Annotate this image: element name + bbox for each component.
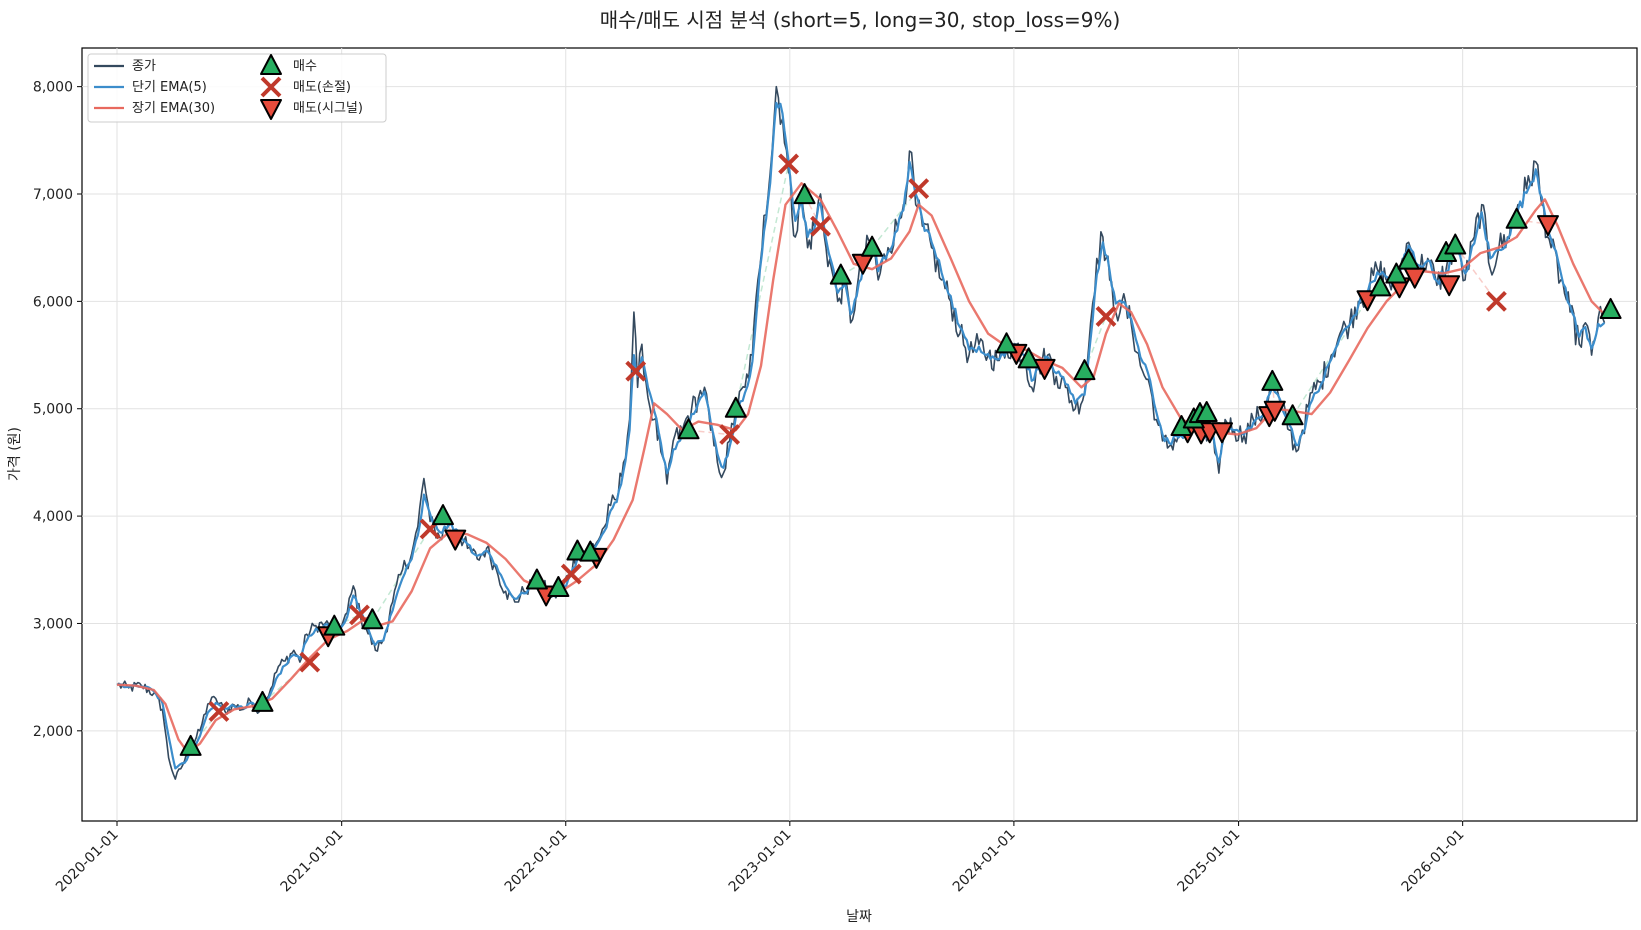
buy-marker xyxy=(1281,404,1304,426)
legend-swatch-stop-loss xyxy=(260,76,282,98)
y-tick-label: 2,000 xyxy=(33,724,73,740)
buy-marker xyxy=(677,418,700,440)
buy-marker xyxy=(1444,233,1467,255)
y-tick-label: 8,000 xyxy=(33,80,73,96)
buy-marker xyxy=(793,183,816,205)
legend-label: 매수 xyxy=(293,59,317,74)
legend-box xyxy=(87,53,387,123)
buy-marker xyxy=(1385,262,1408,284)
buy-marker xyxy=(861,235,884,257)
signal-sell-marker xyxy=(444,529,467,551)
grid-lines xyxy=(82,48,1637,821)
stop-loss-marker xyxy=(719,424,741,445)
stop-loss-marker xyxy=(625,360,647,382)
signal-sell-marker xyxy=(1033,358,1056,380)
y-tick-label: 6,000 xyxy=(33,294,73,310)
buy-marker xyxy=(1369,275,1392,297)
buy-marker xyxy=(995,332,1018,354)
buy-marker xyxy=(1397,248,1420,270)
trade-connector xyxy=(1454,245,1498,302)
buy-marker xyxy=(547,576,570,598)
legend-label: 단기 EMA(5) xyxy=(132,80,207,95)
legend-label: 매도(손절) xyxy=(293,80,351,95)
x-tick-label: 2025-01-01 xyxy=(1175,827,1244,896)
buy-marker xyxy=(829,263,852,285)
x-axis: 2020-01-01 2021-01-01 2022-01-01 2023-01-01… xyxy=(53,821,1468,896)
buy-marker xyxy=(1073,359,1096,381)
y-tick-label: 3,000 xyxy=(33,616,73,632)
x-tick-label: 2021-01-01 xyxy=(278,827,347,896)
signal-sell-marker xyxy=(1263,400,1286,422)
x-tick-label: 2024-01-01 xyxy=(950,827,1019,896)
series-lines xyxy=(116,85,1606,780)
buy-marker xyxy=(579,540,602,562)
buy-marker xyxy=(1261,369,1284,391)
plot-frame xyxy=(81,47,1638,822)
stop-loss-marker xyxy=(560,563,582,585)
legend-swatch-buy xyxy=(260,54,282,75)
buy-marker xyxy=(525,568,548,590)
chart-title: 매수/매도 시점 분석 (short=5, long=30, stop_loss… xyxy=(600,8,1121,32)
buy-marker xyxy=(323,614,346,636)
buy-marker xyxy=(724,396,747,418)
x-tick-label: 2023-01-01 xyxy=(726,827,795,896)
signal-sell-marker xyxy=(1536,215,1559,237)
stop-loss-marker xyxy=(810,215,831,237)
legend-label: 종가 xyxy=(132,59,156,74)
trade-markers xyxy=(179,153,1622,756)
trade-connector xyxy=(735,163,790,409)
legend-label: 장기 EMA(30) xyxy=(132,101,215,116)
legend-swatch-signal-sell xyxy=(260,99,282,120)
buy-marker xyxy=(179,734,202,756)
signal-sell-marker xyxy=(1438,275,1461,297)
x-tick-label: 2026-01-01 xyxy=(1399,827,1468,896)
x-axis-label: 날짜 xyxy=(846,909,872,925)
x-tick-label: 2020-01-01 xyxy=(53,827,122,896)
legend-label: 매도(시그널) xyxy=(293,101,363,116)
y-axis-label: 가격 (원) xyxy=(7,427,23,481)
x-tick-label: 2022-01-01 xyxy=(502,827,571,896)
y-tick-label: 4,000 xyxy=(33,509,73,525)
buy-marker xyxy=(251,690,274,712)
trade-connector xyxy=(190,711,220,748)
buy-marker xyxy=(1505,207,1528,229)
trade-connector xyxy=(1291,298,1369,417)
buy-marker xyxy=(431,504,454,526)
stop-loss-marker xyxy=(299,651,321,673)
stop-loss-marker xyxy=(778,153,800,175)
buy-marker xyxy=(1195,401,1218,423)
series-ema-short-line xyxy=(116,101,1606,770)
stop-loss-marker xyxy=(908,178,930,200)
stop-loss-marker xyxy=(208,701,230,722)
y-tick-label: 7,000 xyxy=(33,187,73,203)
y-axis: 2,000 3,000 4,000 5,000 6,000 7,000 8,000 xyxy=(33,80,82,740)
buy-marker xyxy=(1599,297,1622,319)
y-tick-label: 5,000 xyxy=(33,402,73,418)
stop-loss-marker xyxy=(1486,290,1507,312)
signal-sell-marker xyxy=(1211,422,1234,444)
stop-loss-marker xyxy=(1095,305,1117,327)
series-close-line xyxy=(116,85,1606,780)
buy-marker xyxy=(1017,347,1040,369)
buy-marker xyxy=(361,608,384,630)
trade-connector xyxy=(688,429,730,436)
